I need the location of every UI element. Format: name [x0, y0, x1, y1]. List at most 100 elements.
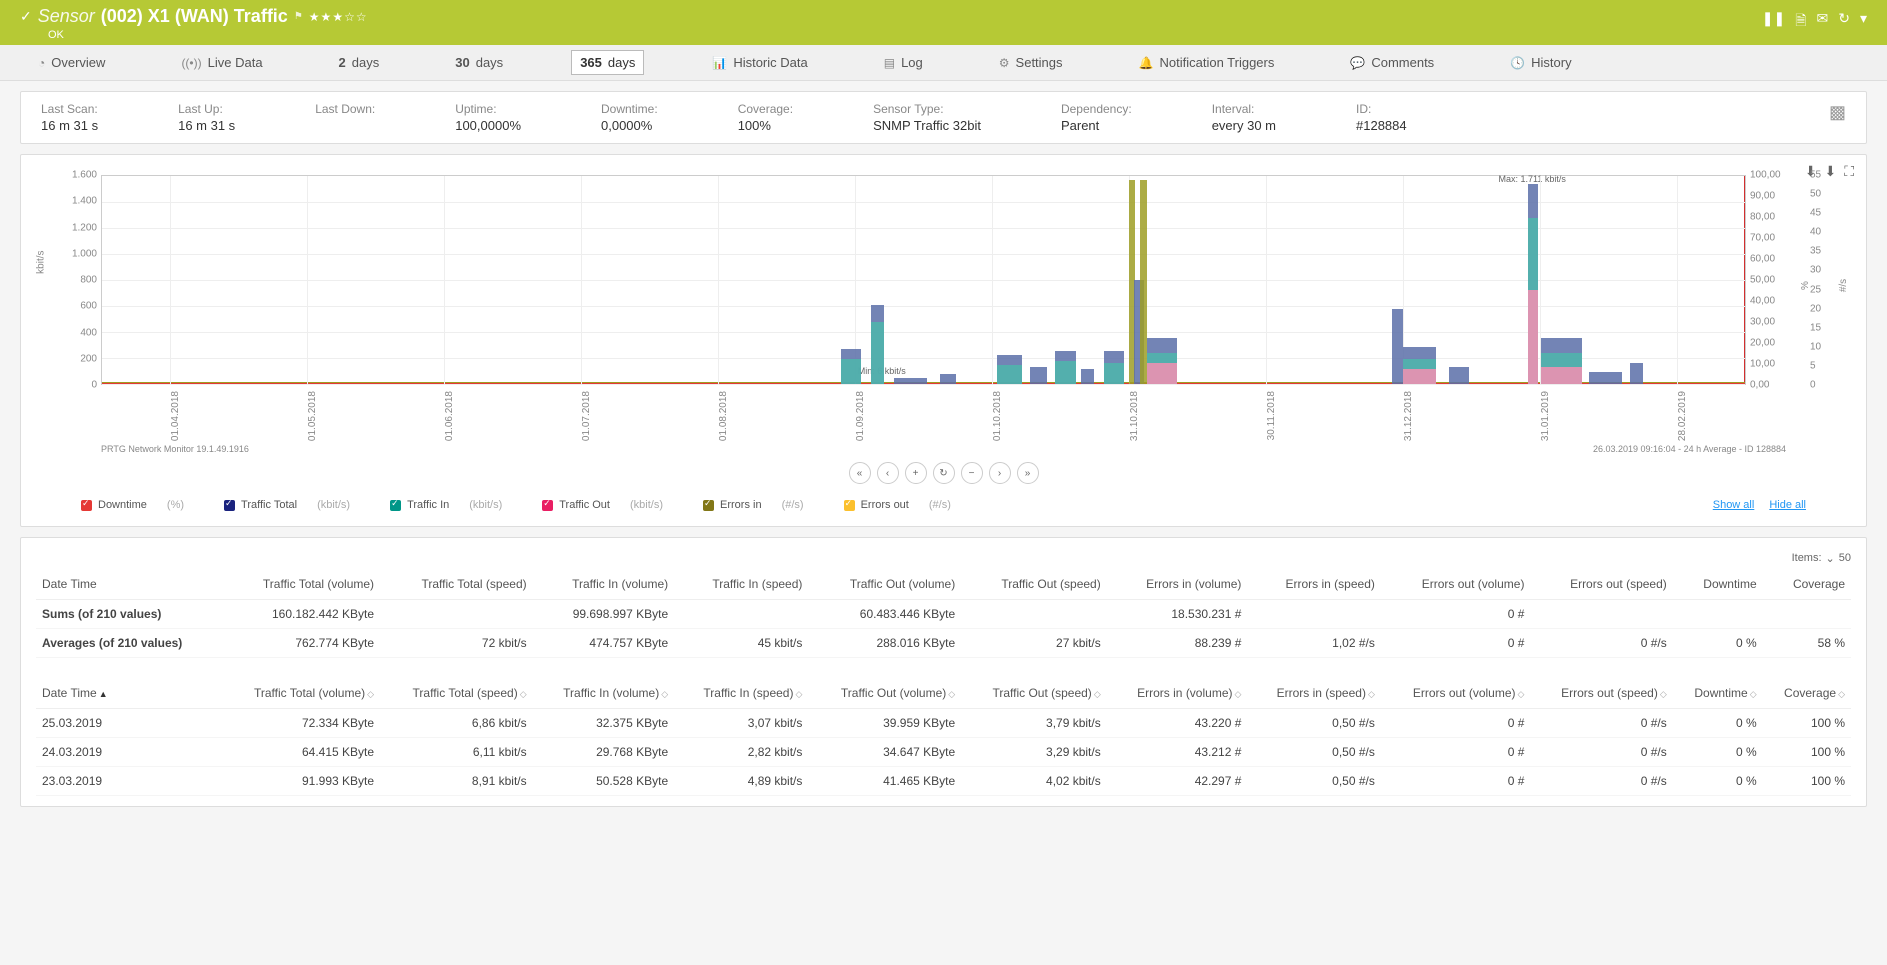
tab-number: 365 [580, 55, 602, 70]
items-selector[interactable]: Items: ⌄ 50 [36, 548, 1851, 569]
sort-icon[interactable]: ◇ [661, 689, 668, 699]
chart-nav-button[interactable]: + [905, 462, 927, 484]
sort-icon[interactable]: ◇ [795, 689, 802, 699]
column-header[interactable]: Errors out (volume)◇ [1381, 678, 1531, 709]
table-cell: 0 #/s [1530, 708, 1672, 737]
table-cell: 3,29 kbit/s [961, 737, 1107, 766]
tab-overview[interactable]: ◔Overview [30, 51, 113, 74]
table-row[interactable]: 24.03.201964.415 KByte6,11 kbit/s29.768 … [36, 737, 1851, 766]
chart-nav-button[interactable]: « [849, 462, 871, 484]
column-header[interactable]: Traffic In (speed)◇ [674, 678, 808, 709]
column-header[interactable]: Date Time▲ [36, 678, 220, 709]
y-tick: 40 [1810, 227, 1821, 238]
tab-historic-data[interactable]: 📊Historic Data [704, 51, 815, 74]
sort-icon[interactable]: ◇ [1235, 689, 1242, 699]
pause-icon[interactable]: ❚❚ [1762, 10, 1785, 34]
tab-days[interactable]: 2days [331, 51, 388, 74]
gridline [444, 176, 445, 384]
legend-checkbox-icon[interactable] [81, 500, 92, 511]
legend-unit: (%) [167, 499, 184, 511]
y-axis-right-pct: % 100,0090,0080,0070,0060,0050,0040,0030… [1746, 175, 1806, 385]
chart-timestamp: 26.03.2019 09:16:04 - 24 h Average - ID … [1593, 444, 1786, 454]
chart-spike [1030, 367, 1046, 384]
show-all-link[interactable]: Show all [1713, 499, 1755, 511]
tab-comments[interactable]: 💬Comments [1342, 51, 1442, 74]
avg-cell: 0 #/s [1530, 629, 1672, 658]
header-actions: ❚❚ 🗎 ✉ ↻ ▾ [1762, 6, 1867, 34]
chart-area[interactable]: Max: 1.711 kbit/s Min: 6 kbit/s [101, 175, 1746, 385]
column-header[interactable]: Traffic Out (volume)◇ [808, 678, 961, 709]
sort-icon[interactable]: ◇ [948, 689, 955, 699]
menu-icon[interactable]: ▾ [1860, 10, 1867, 34]
legend-item[interactable]: Traffic Out [542, 499, 610, 511]
refresh-icon[interactable]: ↻ [1838, 10, 1850, 34]
chart-spike [940, 374, 956, 384]
tab-live-data[interactable]: ((•))Live Data [173, 51, 270, 74]
table-cell: 0 # [1381, 766, 1531, 795]
hide-all-link[interactable]: Hide all [1769, 499, 1806, 511]
tab-days[interactable]: 365 days [571, 50, 644, 75]
priority-stars[interactable]: ★★★☆☆ [309, 10, 368, 24]
legend-checkbox-icon[interactable] [224, 500, 235, 511]
tab-log[interactable]: ▤Log [876, 51, 931, 74]
legend-item[interactable]: Errors in [703, 499, 762, 511]
mail-icon[interactable]: ✉ [1817, 10, 1829, 34]
chart-nav-button[interactable]: › [989, 462, 1011, 484]
legend-unit: (#/s) [929, 499, 951, 511]
legend-unit: (#/s) [782, 499, 804, 511]
sort-icon[interactable]: ◇ [1518, 689, 1525, 699]
table-cell: 2,82 kbit/s [674, 737, 808, 766]
info-value: 16 m 31 s [41, 118, 98, 133]
sort-icon[interactable]: ◇ [1750, 689, 1757, 699]
chart-nav-button[interactable]: ‹ [877, 462, 899, 484]
legend-checkbox-icon[interactable] [844, 500, 855, 511]
table-cell: 0,50 #/s [1247, 766, 1380, 795]
legend-item[interactable]: Errors out [844, 499, 909, 511]
x-axis: 01.04.201801.05.201801.06.201801.07.2018… [101, 385, 1746, 440]
sort-icon[interactable]: ◇ [1838, 689, 1845, 699]
column-header[interactable]: Errors in (volume)◇ [1107, 678, 1248, 709]
column-header[interactable]: Traffic Out (speed)◇ [961, 678, 1107, 709]
info-item: ID:#128884 [1356, 102, 1407, 133]
column-header[interactable]: Traffic Total (speed)◇ [380, 678, 533, 709]
legend-item[interactable]: Traffic In [390, 499, 449, 511]
column-header[interactable]: Coverage◇ [1763, 678, 1851, 709]
legend-checkbox-icon[interactable] [542, 500, 553, 511]
gridline [102, 332, 1745, 333]
table-row[interactable]: 23.03.201991.993 KByte8,91 kbit/s50.528 … [36, 766, 1851, 795]
table-cell: 0 # [1381, 708, 1531, 737]
header-left: ✓ Sensor (002) X1 (WAN) Traffic ⚑ ★★★☆☆ … [20, 6, 368, 41]
tab-label: days [608, 55, 635, 70]
legend-checkbox-icon[interactable] [390, 500, 401, 511]
gridline [718, 176, 719, 384]
ticket-icon[interactable]: 🗎 [1795, 10, 1806, 34]
legend-item[interactable]: Downtime [81, 499, 147, 511]
chart-nav-button[interactable]: − [961, 462, 983, 484]
sort-icon[interactable]: ◇ [1094, 689, 1101, 699]
table-row[interactable]: 25.03.201972.334 KByte6,86 kbit/s32.375 … [36, 708, 1851, 737]
sort-icon[interactable]: ▲ [99, 689, 108, 699]
sort-icon[interactable]: ◇ [367, 689, 374, 699]
chart-nav-button[interactable]: » [1017, 462, 1039, 484]
sort-icon[interactable]: ◇ [1660, 689, 1667, 699]
column-header[interactable]: Errors in (speed)◇ [1247, 678, 1380, 709]
items-label: Items: [1792, 552, 1822, 565]
column-header[interactable]: Traffic In (volume)◇ [533, 678, 675, 709]
items-dropdown-icon[interactable]: ⌄ [1826, 552, 1835, 565]
legend-checkbox-icon[interactable] [703, 500, 714, 511]
sort-icon[interactable]: ◇ [1368, 689, 1375, 699]
tab-settings[interactable]: ⚙Settings [991, 51, 1071, 74]
data-table-panel: Items: ⌄ 50 Date TimeTraffic Total (volu… [20, 537, 1867, 807]
sort-icon[interactable]: ◇ [520, 689, 527, 699]
qr-code-icon[interactable]: ▩ [1829, 102, 1846, 123]
legend-item[interactable]: Traffic Total [224, 499, 297, 511]
table-cell: 32.375 KByte [533, 708, 675, 737]
tab-history[interactable]: 🕓History [1502, 51, 1579, 74]
chart-nav-button[interactable]: ↻ [933, 462, 955, 484]
tab-days[interactable]: 30days [447, 51, 511, 74]
column-header[interactable]: Traffic Total (volume)◇ [220, 678, 380, 709]
column-header[interactable]: Downtime◇ [1673, 678, 1763, 709]
tab-notification-triggers[interactable]: 🔔Notification Triggers [1131, 51, 1283, 74]
column-header[interactable]: Errors out (speed)◇ [1530, 678, 1672, 709]
flag-icon[interactable]: ⚑ [294, 11, 303, 22]
